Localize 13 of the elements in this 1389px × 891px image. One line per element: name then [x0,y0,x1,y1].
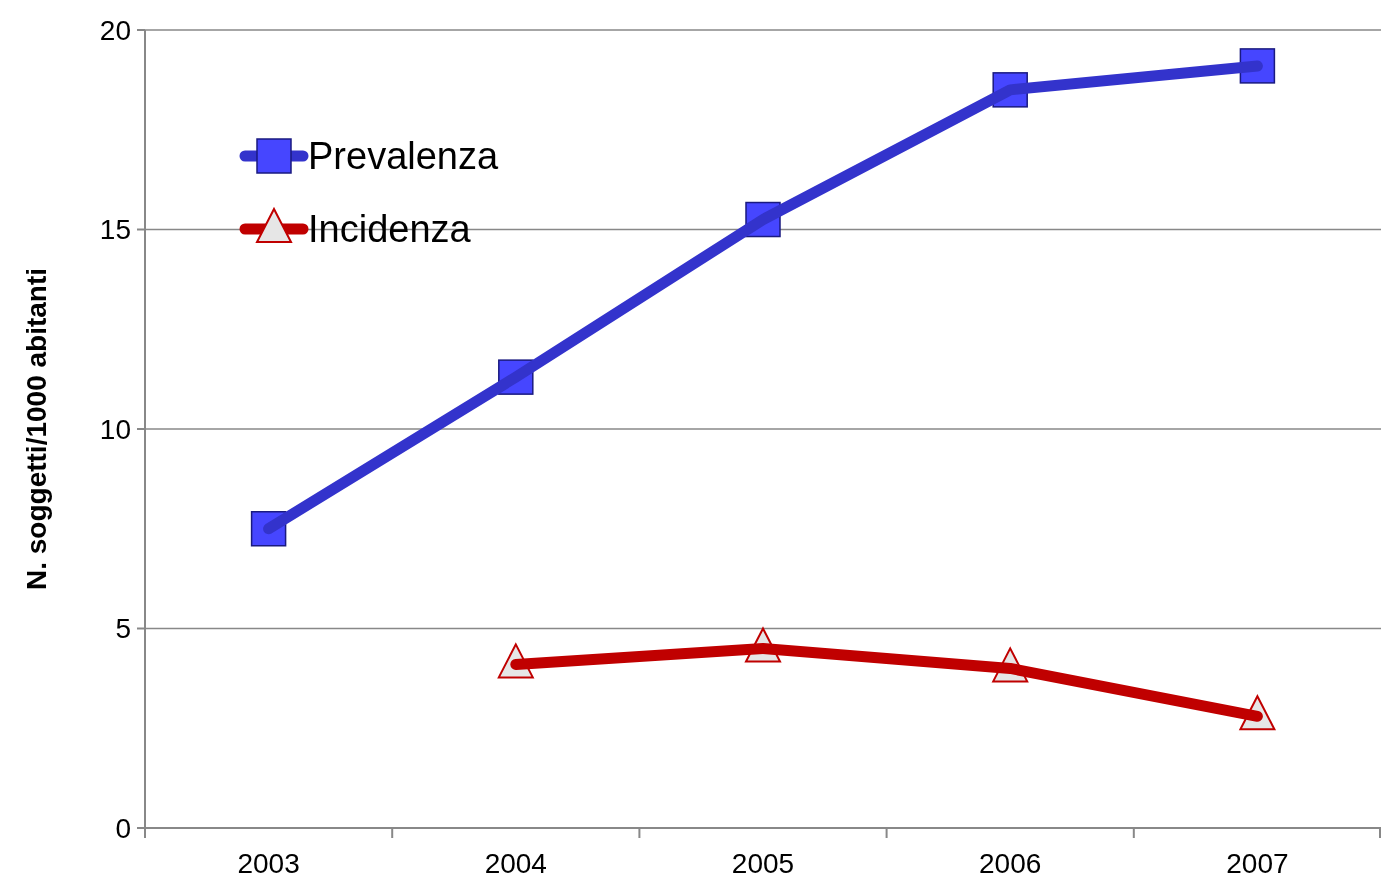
x-tick-label: 2006 [979,848,1042,879]
y-tick-label: 0 [115,812,131,844]
legend-label: Prevalenza [308,135,499,178]
x-tick-label: 2004 [484,848,547,879]
y-tick-label: 20 [99,14,131,46]
x-tick-label: 2007 [1226,848,1289,879]
y-tick-label: 5 [115,613,131,645]
y-tick-label: 10 [99,413,131,445]
y-tick-label: 15 [99,214,131,246]
x-tick-label: 2003 [237,848,300,879]
legend-label: Incidenza [308,208,472,251]
y-axis-title: N. soggetti/1000 abitanti [21,267,52,591]
x-tick-label: 2005 [731,848,795,879]
